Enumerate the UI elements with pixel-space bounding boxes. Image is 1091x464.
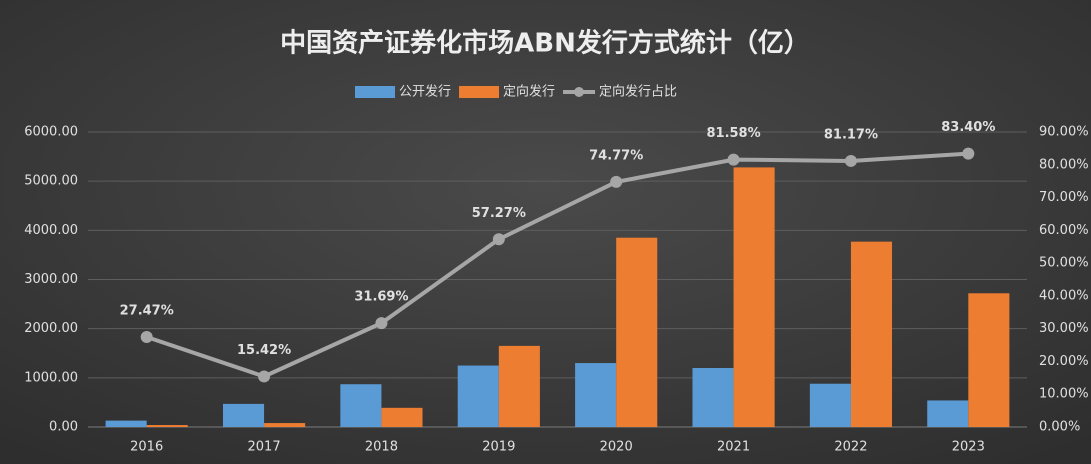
data-label: 57.27% bbox=[472, 206, 526, 221]
marker bbox=[375, 317, 388, 330]
legend-swatch bbox=[459, 86, 500, 98]
x-tick-label: 2020 bbox=[600, 440, 633, 455]
bar bbox=[968, 293, 1010, 427]
bar bbox=[733, 167, 775, 427]
chart-title: 中国资产证券化市场ABN发行方式统计（亿） bbox=[280, 28, 810, 59]
y-tick-label: 2000.00 bbox=[24, 321, 78, 336]
y-tick-label: 0.00 bbox=[49, 420, 78, 435]
bar bbox=[498, 345, 540, 427]
y2-tick-label: 70.00% bbox=[1039, 190, 1089, 205]
legend-label: 定向发行 bbox=[503, 84, 555, 100]
bar bbox=[809, 383, 851, 427]
x-tick-label: 2023 bbox=[952, 440, 985, 455]
data-label: 81.58% bbox=[706, 126, 760, 141]
line bbox=[146, 151, 969, 379]
y2-tick-label: 30.00% bbox=[1039, 321, 1089, 336]
bar bbox=[575, 363, 617, 427]
legend-label: 定向发行占比 bbox=[599, 84, 677, 100]
marker bbox=[492, 233, 505, 246]
bar bbox=[927, 400, 969, 427]
marker bbox=[844, 154, 857, 167]
marker bbox=[962, 147, 975, 160]
legend-label: 公开发行 bbox=[399, 84, 451, 100]
bar bbox=[692, 368, 734, 427]
bar bbox=[457, 365, 499, 427]
y2-tick-label: 50.00% bbox=[1039, 256, 1089, 271]
data-label: 27.47% bbox=[120, 303, 174, 318]
bar bbox=[616, 237, 658, 427]
bar bbox=[381, 407, 423, 427]
y2-tick-label: 80.00% bbox=[1039, 157, 1089, 172]
x-tick-label: 2021 bbox=[717, 440, 750, 455]
x-tick-label: 2022 bbox=[834, 440, 867, 455]
data-label: 74.77% bbox=[589, 148, 643, 163]
data-label: 15.42% bbox=[237, 343, 291, 358]
y2-tick-label: 40.00% bbox=[1039, 288, 1089, 303]
y2-tick-label: 10.00% bbox=[1039, 387, 1089, 402]
bar bbox=[222, 403, 265, 427]
y2-tick-label: 60.00% bbox=[1039, 223, 1089, 238]
y-tick-label: 5000.00 bbox=[24, 174, 78, 189]
x-tick-label: 2019 bbox=[482, 440, 515, 455]
bar bbox=[850, 241, 893, 427]
y2-tick-label: 90.00% bbox=[1039, 125, 1089, 140]
marker bbox=[610, 175, 623, 188]
marker bbox=[727, 153, 740, 166]
data-label: 81.17% bbox=[824, 127, 878, 142]
x-tick-label: 2016 bbox=[130, 440, 163, 455]
legend-swatch bbox=[355, 86, 395, 98]
y-tick-label: 4000.00 bbox=[24, 223, 78, 238]
y-tick-label: 6000.00 bbox=[24, 125, 78, 140]
bar bbox=[146, 425, 188, 427]
y-tick-label: 3000.00 bbox=[24, 272, 78, 287]
legend-marker bbox=[574, 87, 585, 97]
data-label: 83.40% bbox=[941, 120, 995, 135]
y2-tick-label: 0.00% bbox=[1039, 420, 1080, 435]
x-tick-label: 2017 bbox=[248, 440, 281, 455]
bar bbox=[340, 384, 382, 427]
marker bbox=[140, 330, 153, 343]
y-tick-label: 1000.00 bbox=[24, 370, 78, 385]
bar bbox=[105, 420, 147, 427]
data-label: 31.69% bbox=[354, 290, 408, 305]
y2-tick-label: 20.00% bbox=[1039, 354, 1089, 369]
x-tick-label: 2018 bbox=[365, 440, 398, 455]
marker bbox=[258, 370, 271, 383]
bar bbox=[264, 423, 306, 427]
